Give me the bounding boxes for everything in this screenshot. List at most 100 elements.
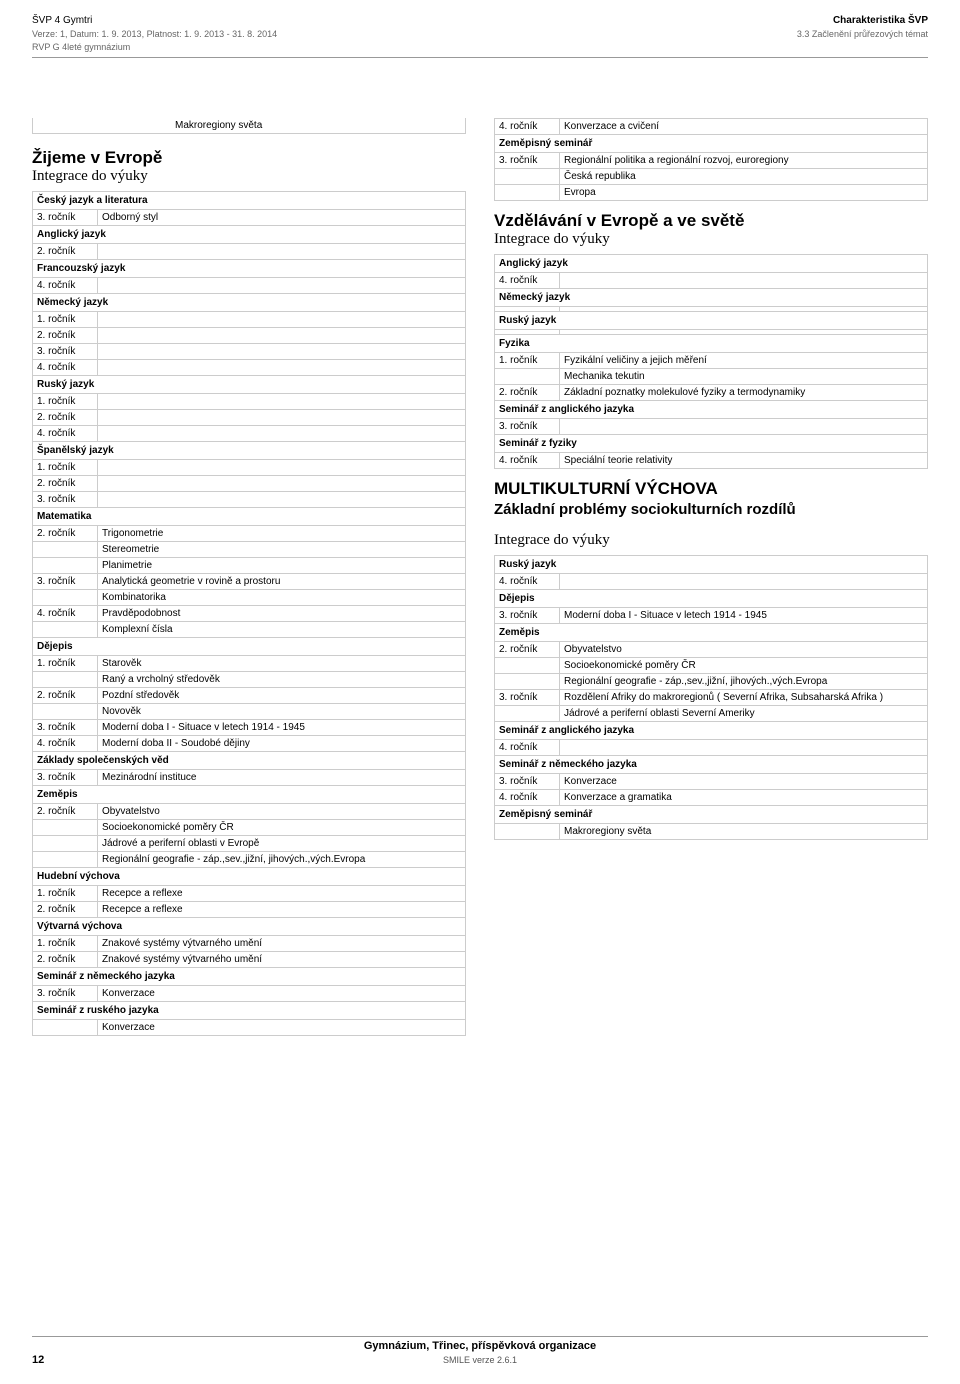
cell-rocnik: 4. ročník	[495, 273, 560, 289]
subject-header: Hudební výchova	[33, 868, 466, 886]
right-column: 4. ročníkKonverzace a cvičení Zeměpisný …	[494, 118, 928, 1046]
cell-rocnik: 2. ročník	[495, 385, 560, 401]
table-row: Mechanika tekutin	[495, 369, 928, 385]
cell-rocnik: 1. ročník	[495, 353, 560, 369]
cell-text: Konverzace	[98, 986, 466, 1002]
subject-header: Fyzika	[495, 335, 928, 353]
cell-text: Rozdělení Afriky do makroregionů ( Sever…	[560, 690, 928, 706]
table-row: Jádrové a periferní oblasti Severní Amer…	[495, 706, 928, 722]
cell-rocnik: 1. ročník	[33, 656, 98, 672]
table-row: 2. ročník	[33, 244, 466, 260]
cell-rocnik: 4. ročník	[495, 574, 560, 590]
cell-text: Recepce a reflexe	[98, 902, 466, 918]
subject-header: Výtvarná výchova	[33, 918, 466, 936]
cell-rocnik: 3. ročník	[495, 419, 560, 435]
table-row: Raný a vrcholný středověk	[33, 672, 466, 688]
subject-header: Ruský jazyk	[33, 376, 466, 394]
table-row: Novověk	[33, 704, 466, 720]
footer-row: 12 SMILE verze 2.6.1	[32, 1354, 928, 1366]
cell-rocnik: 3. ročník	[33, 492, 98, 508]
cell-text: Kombinatorika	[98, 590, 466, 606]
subject-header: Zeměpisný seminář	[495, 135, 928, 153]
table-row: 2. ročníkObyvatelstvo	[495, 642, 928, 658]
cell-rocnik	[495, 369, 560, 385]
multi-subtitle: Základní problémy sociokulturních rozdíl…	[494, 501, 928, 518]
subject-header: Ruský jazyk	[495, 556, 928, 574]
table-row: 1. ročník	[33, 460, 466, 476]
cell-rocnik: 4. ročník	[495, 740, 560, 756]
table-row: 2. ročník	[33, 476, 466, 492]
table-row: 4. ročník	[495, 740, 928, 756]
section-zijeme-subtitle: Integrace do výuky	[32, 168, 466, 185]
cell-text: Znakové systémy výtvarného umění	[98, 936, 466, 952]
table-row: 2. ročníkZnakové systémy výtvarného uměn…	[33, 952, 466, 968]
cell-text: Speciální teorie relativity	[560, 453, 928, 469]
subject-header: Anglický jazyk	[495, 255, 928, 273]
table-row: 3. ročníkOdborný styl	[33, 210, 466, 226]
table-row: Evropa	[495, 185, 928, 201]
cell-rocnik: 2. ročník	[33, 410, 98, 426]
table-row: 3. ročníkRozdělení Afriky do makroregion…	[495, 690, 928, 706]
section-zijeme-title: Žijeme v Evropě	[32, 148, 466, 168]
cell-rocnik	[33, 820, 98, 836]
table-row: Makroregiony světa	[495, 824, 928, 840]
subject-header: Zeměpisný seminář	[495, 806, 928, 824]
subject-header: Dějepis	[495, 590, 928, 608]
table-row: Česká republika	[495, 169, 928, 185]
cell-rocnik	[33, 852, 98, 868]
cell-rocnik: 4. ročník	[33, 736, 98, 752]
cell-rocnik: 4. ročník	[495, 119, 560, 135]
char-sub: 3.3 Začlenění průřezových témat	[797, 28, 928, 41]
cell-text: Odborný styl	[98, 210, 466, 226]
cell-rocnik: 3. ročník	[495, 690, 560, 706]
cell-text: Obyvatelstvo	[560, 642, 928, 658]
cell-text: Pravděpodobnost	[98, 606, 466, 622]
footer-school: Gymnázium, Třinec, příspěvková organizac…	[32, 1336, 928, 1352]
left-column: Makroregiony světa Žijeme v Evropě Integ…	[32, 118, 466, 1046]
cell-text: Fyzikální veličiny a jejich měření	[560, 353, 928, 369]
table-multi: Ruský jazyk 4. ročník Dějepis 3. ročník M…	[494, 555, 928, 840]
subject-header: Seminář z německého jazyka	[33, 968, 466, 986]
cell-rocnik: 4. ročník	[495, 790, 560, 806]
verze-line: Verze: 1, Datum: 1. 9. 2013, Platnost: 1…	[32, 28, 277, 41]
cell-text: Znakové systémy výtvarného umění	[98, 952, 466, 968]
char-title: Charakteristika ŠVP	[797, 14, 928, 28]
cell-rocnik: 2. ročník	[33, 328, 98, 344]
table-row: Jádrové a periferní oblasti v Evropě	[33, 836, 466, 852]
cell-rocnik: 2. ročník	[495, 642, 560, 658]
cell-rocnik	[495, 169, 560, 185]
cell-rocnik: 1. ročník	[33, 936, 98, 952]
cell-text: Raný a vrcholný středověk	[98, 672, 466, 688]
table-row: 4. ročník	[33, 278, 466, 294]
cell-text: Mezinárodní instituce	[98, 770, 466, 786]
cell-text: Socioekonomické poměry ČR	[98, 820, 466, 836]
subject-header: Dějepis	[33, 638, 466, 656]
cell-rocnik	[495, 658, 560, 674]
cell-rocnik: 1. ročník	[33, 460, 98, 476]
table-row: 2. ročníkRecepce a reflexe	[33, 902, 466, 918]
table-row: 1. ročník	[33, 312, 466, 328]
cell-rocnik	[495, 674, 560, 690]
table-row: 1. ročník	[33, 394, 466, 410]
main-content: Makroregiony světa Žijeme v Evropě Integ…	[32, 118, 928, 1046]
rvp-line: RVP G 4leté gymnázium	[32, 41, 277, 54]
subject-header: Německý jazyk	[33, 294, 466, 312]
cell-text: Analytická geometrie v rovině a prostoru	[98, 574, 466, 590]
cell-text: Planimetrie	[98, 558, 466, 574]
cell-rocnik: 2. ročník	[33, 244, 98, 260]
table-row: 1. ročníkFyzikální veličiny a jejich měř…	[495, 353, 928, 369]
table-row: 2. ročníkZákladní poznatky molekulové fy…	[495, 385, 928, 401]
cell-text: Recepce a reflexe	[98, 886, 466, 902]
cell-rocnik: 4. ročník	[33, 278, 98, 294]
cell-text	[98, 410, 466, 426]
table-row: 1. ročníkRecepce a reflexe	[33, 886, 466, 902]
subject-header: Seminář z fyziky	[495, 435, 928, 453]
subject-header: Zeměpis	[33, 786, 466, 804]
subject-header: Seminář z ruského jazyka	[33, 1002, 466, 1020]
cell-rocnik: 3. ročník	[495, 608, 560, 624]
cell-rocnik: 2. ročník	[33, 952, 98, 968]
cell-rocnik: 2. ročník	[33, 476, 98, 492]
vzdelavani-title: Vzdělávání v Evropě a ve světě	[494, 211, 928, 231]
page-header: ŠVP 4 Gymtri Verze: 1, Datum: 1. 9. 2013…	[32, 14, 928, 58]
cell-rocnik: 2. ročník	[33, 804, 98, 820]
